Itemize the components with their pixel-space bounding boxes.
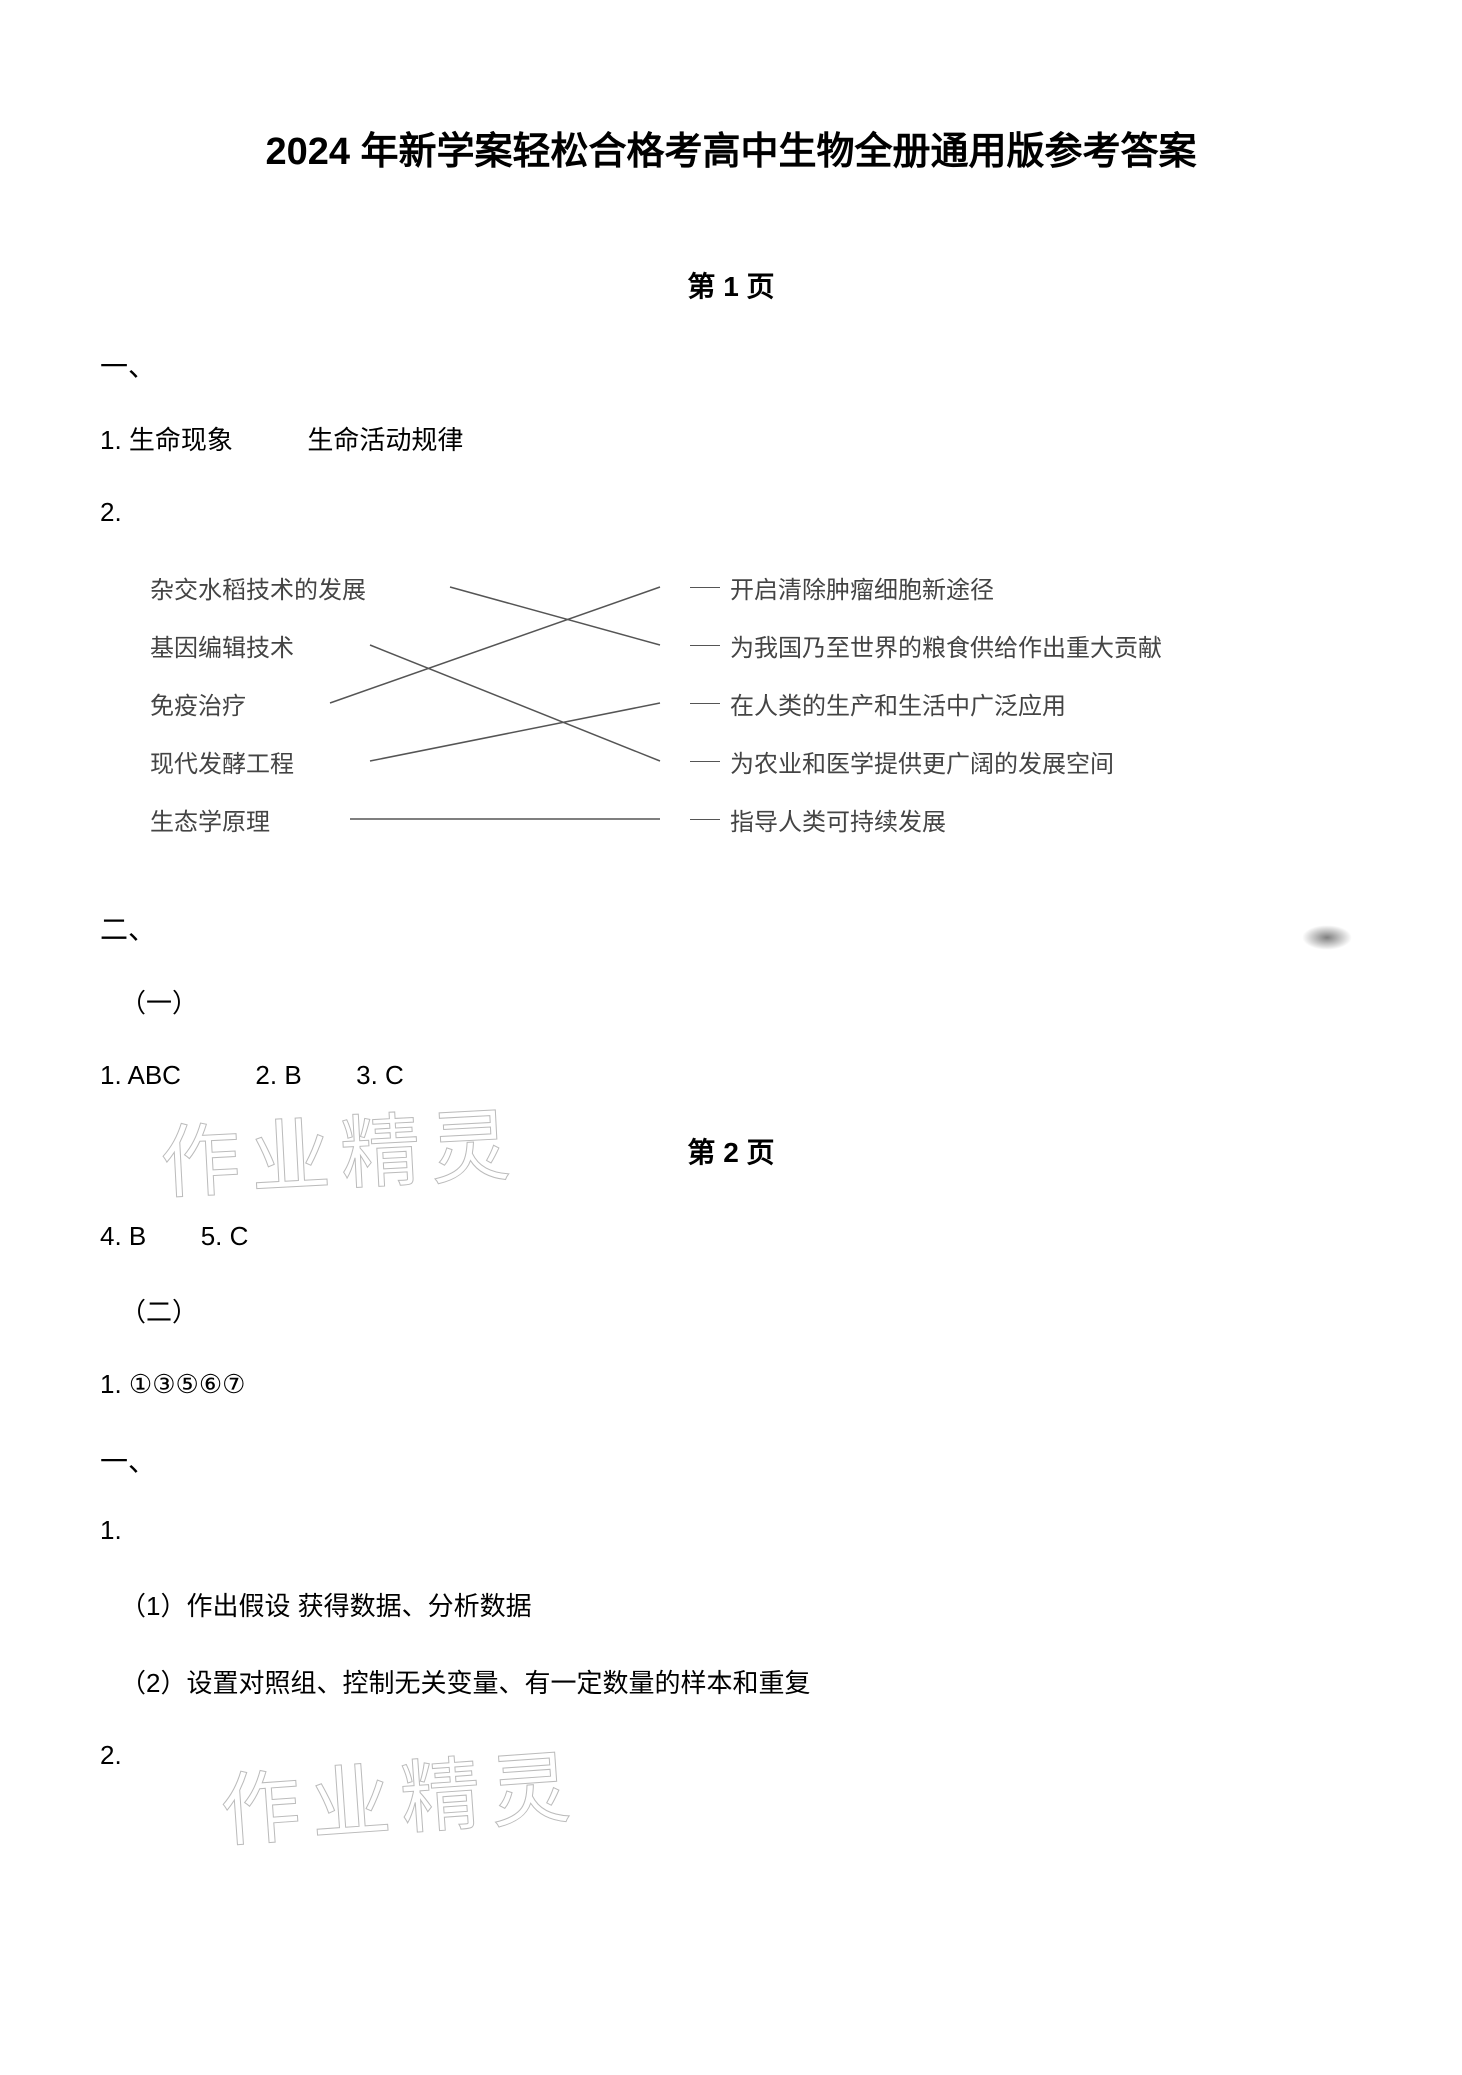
match-line [370,703,660,761]
lower-q1-part1: （1）作出假设 获得数据、分析数据 [120,1586,1362,1623]
match-left-item: 基因编辑技术 [150,616,366,674]
lower-q1-num: 1. [100,1515,1362,1546]
q1-ans2: 生命活动规律 [307,425,463,455]
q2-num: 2. [100,497,1362,528]
match-right-label: 开启清除肿瘤细胞新途径 [730,570,994,605]
answer-1: 1. ABC [100,1060,181,1090]
page-1-label: 第 1 页 [100,265,1362,305]
match-right-label: 为我国乃至世界的粮食供给作出重大贡献 [730,628,1162,663]
match-right-item: 为我国乃至世界的粮食供给作出重大贡献 [690,616,1162,674]
page-2-label: 第 2 页 [100,1131,1362,1171]
q1-num: 1. [100,425,122,455]
match-line [370,645,660,761]
answer-4: 4. B [100,1221,146,1251]
match-line [450,587,660,645]
match-left-item: 杂交水稻技术的发展 [150,558,366,616]
match-right-item: 在人类的生产和生活中广泛应用 [690,674,1162,732]
match-left-label: 免疫治疗 [150,686,246,721]
answer-3: 3. C [356,1060,404,1090]
lower-q1-part2: （2）设置对照组、控制无关变量、有一定数量的样本和重复 [120,1663,1362,1700]
q1-line: 1. 生命现象 生命活动规律 [100,420,1362,457]
match-left-label: 基因编辑技术 [150,628,294,663]
matching-diagram: 杂交水稻技术的发展 基因编辑技术 免疫治疗 现代发酵工程 生态学原理 开启清除肿… [150,558,1362,878]
match-left-label: 现代发酵工程 [150,744,294,779]
match-left-item: 免疫治疗 [150,674,366,732]
match-right-item: 为农业和医学提供更广阔的发展空间 [690,732,1162,790]
matching-left-column: 杂交水稻技术的发展 基因编辑技术 免疫治疗 现代发酵工程 生态学原理 [150,558,366,848]
match-line [330,587,660,703]
lower-section-one: 一、 [100,1440,1362,1480]
smudge-mark [1302,925,1352,950]
section-one: 一、 [100,345,1362,385]
subsection-one: （一） [120,983,1362,1020]
answer-2: 2. B [255,1060,301,1090]
match-left-item: 生态学原理 [150,790,366,848]
answers-row-1: 1. ABC 2. B 3. C [100,1060,1362,1091]
subsection-two: （二） [120,1292,1362,1329]
answer-5: 5. C [201,1221,249,1251]
sub2-q1: 1. ①③⑤⑥⑦ [100,1369,1362,1400]
match-right-label: 指导人类可持续发展 [730,802,946,837]
match-right-label: 在人类的生产和生活中广泛应用 [730,686,1066,721]
match-right-item: 开启清除肿瘤细胞新途径 [690,558,1162,616]
match-right-label: 为农业和医学提供更广阔的发展空间 [730,744,1114,779]
q1-ans1: 生命现象 [129,425,233,455]
match-left-label: 生态学原理 [150,802,270,837]
match-right-item: 指导人类可持续发展 [690,790,1162,848]
lower-q2-num: 2. [100,1740,1362,1771]
match-left-label: 杂交水稻技术的发展 [150,570,366,605]
answers-row-2: 4. B 5. C [100,1221,1362,1252]
match-left-item: 现代发酵工程 [150,732,366,790]
main-title: 2024 年新学案轻松合格考高中生物全册通用版参考答案 [100,120,1362,175]
matching-right-column: 开启清除肿瘤细胞新途径 为我国乃至世界的粮食供给作出重大贡献 在人类的生产和生活… [690,558,1162,848]
section-two: 二、 [100,908,1362,948]
